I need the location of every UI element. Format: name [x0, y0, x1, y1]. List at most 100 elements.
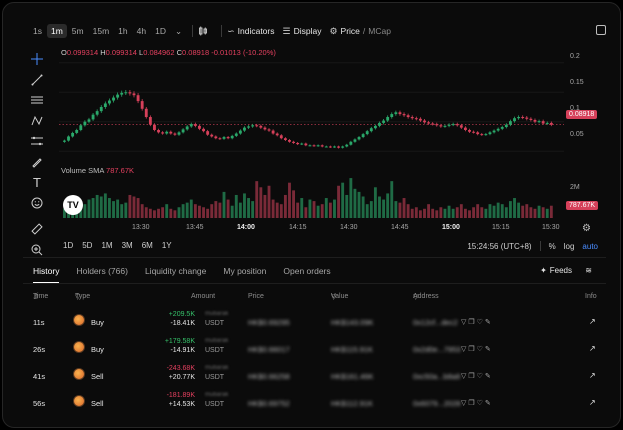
candle-body	[320, 145, 324, 147]
tradingview-logo[interactable]: TV	[63, 195, 83, 215]
address-action-icons[interactable]: ▽❐♡✎	[461, 319, 493, 326]
timeframe-4h[interactable]: 4h	[136, 26, 147, 36]
indicators-button[interactable]: ∽ Indicators	[227, 26, 274, 37]
timeframe-1s[interactable]: 1s	[33, 26, 42, 36]
time-tick: 14:30	[340, 224, 358, 231]
timeframe-5m[interactable]: 5m	[71, 26, 84, 36]
volume-bar	[99, 196, 103, 218]
candle-body	[132, 93, 136, 96]
candle-body	[533, 119, 537, 122]
address-action-icons[interactable]: ▽❐♡✎	[461, 400, 493, 407]
candle-body	[87, 119, 91, 122]
pattern-icon[interactable]	[27, 111, 47, 132]
volume-bar	[541, 207, 545, 218]
candle-body	[414, 118, 418, 120]
text-tool-icon[interactable]: T	[33, 174, 41, 190]
range-6m[interactable]: 6M	[141, 241, 153, 250]
candle-body	[349, 141, 353, 145]
tab-holders[interactable]: Holders (766)	[76, 266, 128, 276]
volume-bar	[521, 205, 525, 218]
display-button[interactable]: ☰ Display	[283, 26, 322, 37]
volume-bar	[333, 199, 336, 218]
price-mcap-toggle[interactable]: ⚙ Price / MCap	[329, 26, 391, 37]
trader-address[interactable]: 0x12cf...dec2	[413, 318, 458, 327]
candle-body	[312, 145, 316, 147]
volume-bar	[529, 207, 533, 218]
trader-address[interactable]: 0x6079...2028	[413, 399, 461, 408]
timeframe-1m[interactable]: 1m	[46, 24, 67, 38]
candle-body	[504, 124, 508, 128]
candle-body	[545, 122, 549, 124]
ruler-icon[interactable]	[27, 219, 47, 240]
volume-bar	[316, 205, 320, 218]
trader-address[interactable]: 0xc50a...b8a8	[413, 372, 461, 381]
address-action-icons[interactable]: ▽❐♡✎	[461, 373, 493, 380]
volume-bar	[251, 201, 255, 218]
range-5d[interactable]: 5D	[82, 241, 93, 250]
tab-history[interactable]: History	[33, 266, 60, 283]
brush-icon[interactable]	[27, 152, 47, 173]
trader-address[interactable]: 0x2d0e...7953	[413, 345, 461, 354]
price-chart[interactable]	[59, 43, 564, 221]
table-row[interactable]: 41s Sell -243.68K +20.77K mubarak USDT H…	[3, 364, 620, 390]
candle-body	[541, 121, 545, 124]
timeframe-1d[interactable]: 1D	[155, 26, 166, 36]
volume-tick: 2M	[570, 184, 580, 191]
volume-bar	[238, 202, 242, 218]
table-row[interactable]: 26s Buy +179.58K -14.91K mubarak USDT HK…	[3, 337, 620, 363]
candle-body	[91, 114, 95, 120]
range-1d[interactable]: 1D	[63, 241, 74, 250]
candle-body	[418, 118, 422, 121]
candle-body	[423, 120, 426, 123]
auto-scale-toggle[interactable]: auto	[582, 241, 598, 251]
volume-bar	[435, 210, 439, 218]
filter-options-icon[interactable]: ≋	[585, 266, 592, 275]
zoom-in-icon[interactable]	[27, 240, 47, 261]
horizontal-lines-icon[interactable]	[27, 90, 47, 111]
volume-bar	[222, 191, 226, 218]
volume-bar	[378, 196, 381, 218]
candle-type-button[interactable]	[198, 26, 208, 36]
volume-bar	[279, 204, 283, 218]
percent-scale-toggle[interactable]: %	[548, 241, 556, 251]
feeds-button[interactable]: ✦ Feeds	[540, 266, 572, 275]
timeframe-1h[interactable]: 1h	[118, 26, 128, 36]
candle-body	[95, 111, 99, 115]
tab-my-position[interactable]: My position	[223, 266, 267, 276]
candle-body	[537, 121, 541, 123]
address-action-icons[interactable]: ▽❐♡✎	[461, 346, 493, 353]
trend-line-icon[interactable]	[27, 70, 47, 91]
table-row[interactable]: 56s Sell -181.89K +14.53K mubarak USDT H…	[3, 391, 620, 417]
timeframe-15m[interactable]: 15m	[92, 26, 110, 36]
chevron-down-icon[interactable]: ⌄	[174, 25, 183, 36]
volume-bar	[259, 187, 263, 218]
range-1m[interactable]: 1M	[101, 241, 113, 250]
crosshair-icon[interactable]	[27, 49, 47, 70]
table-row[interactable]: 11s Buy +209.5K -18.41K mubarak USDT HK$…	[3, 310, 620, 336]
candle-body	[136, 95, 140, 102]
emoji-icon[interactable]	[27, 193, 47, 214]
tab-liquidity-change[interactable]: Liquidity change	[144, 266, 207, 276]
external-link-icon[interactable]: ↗	[589, 371, 596, 380]
candle-body	[300, 143, 304, 145]
chart-settings-icon[interactable]: ⚙	[582, 223, 591, 234]
log-scale-toggle[interactable]: log	[563, 241, 575, 251]
external-link-icon[interactable]: ↗	[589, 317, 596, 326]
fullscreen-icon[interactable]	[596, 25, 606, 35]
volume-bar	[255, 181, 259, 218]
volume-bar	[136, 198, 140, 218]
clock[interactable]: 15:24:56 (UTC+8)	[467, 241, 532, 251]
range-3m[interactable]: 3M	[121, 241, 133, 250]
range-1y[interactable]: 1Y	[161, 241, 172, 250]
external-link-icon[interactable]: ↗	[589, 398, 596, 407]
volume-bar	[243, 193, 246, 218]
measure-icon[interactable]	[27, 131, 47, 152]
volume-bar	[517, 202, 521, 218]
candle-body	[447, 124, 451, 126]
external-link-icon[interactable]: ↗	[589, 344, 596, 353]
current-volume-tag: 787.67K	[566, 201, 599, 210]
price-tick: 0.1	[570, 105, 580, 112]
candle-body	[189, 124, 193, 127]
tab-open-orders[interactable]: Open orders	[283, 266, 331, 276]
